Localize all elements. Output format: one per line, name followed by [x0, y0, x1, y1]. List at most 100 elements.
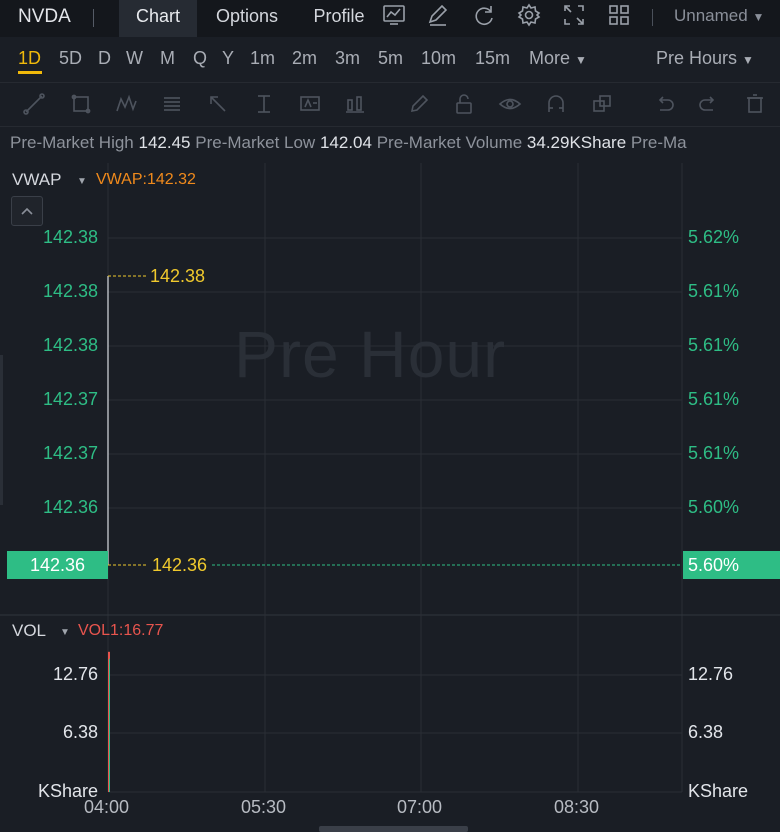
chart-type-icon[interactable] — [381, 2, 407, 28]
undo-icon[interactable] — [652, 92, 676, 116]
time-axis-label: 05:30 — [241, 797, 287, 817]
tab-options[interactable]: Options — [215, 6, 279, 26]
time-axis-label: 07:00 — [397, 797, 443, 817]
rectangle-icon[interactable] — [69, 92, 93, 116]
volume-axis-label: 6.38 — [62, 722, 98, 742]
price-axis-label: 142.37 — [42, 389, 98, 409]
chevron-down-icon: ▼ — [575, 53, 587, 67]
layout-grid-icon[interactable] — [606, 2, 632, 28]
percent-axis-label: 5.61% — [688, 443, 740, 463]
text-note-icon[interactable] — [298, 92, 322, 116]
period-5m[interactable]: 5m — [378, 48, 404, 68]
lock-icon[interactable] — [452, 92, 476, 116]
trash-icon[interactable] — [743, 92, 767, 116]
layout-name[interactable]: Unnamed ▼ — [674, 6, 765, 25]
time-axis-label: 04:00 — [84, 797, 130, 817]
price-axis-label: 142.37 — [42, 443, 98, 463]
pre-market-volume-value: 34.29KShare — [526, 133, 627, 152]
divider — [652, 9, 653, 26]
percent-axis-label: 5.61% — [688, 335, 740, 355]
collapse-indicator-button[interactable] — [11, 196, 43, 226]
percent-axis-label: 5.61% — [688, 389, 740, 409]
trend-line-icon[interactable] — [22, 92, 46, 116]
percent-axis-label: 5.62% — [688, 227, 740, 247]
drawing-toolbar — [0, 83, 780, 127]
arrow-icon[interactable] — [206, 92, 230, 116]
period-3m[interactable]: 3m — [335, 48, 361, 68]
last-price-marker-label: 142.36 — [152, 555, 208, 575]
magnet-icon[interactable] — [544, 92, 568, 116]
more-periods-dropdown[interactable]: More ▼ — [529, 48, 587, 68]
pencil-icon[interactable] — [407, 92, 431, 116]
refresh-icon[interactable] — [471, 2, 497, 28]
time-scrollbar[interactable] — [319, 826, 468, 832]
pattern-icon[interactable] — [114, 92, 138, 116]
chevron-down-icon[interactable]: ▼ — [77, 176, 87, 187]
price-axis-label: 142.38 — [42, 335, 98, 355]
session-watermark: Pre Hour — [234, 317, 507, 391]
vwap-indicator-value: VWAP:142.32 — [96, 171, 196, 188]
period-y[interactable]: Y — [222, 48, 235, 68]
symbol-title[interactable]: NVDA — [18, 6, 71, 27]
price-axis-label: 142.36 — [42, 497, 98, 517]
chevron-down-icon: ▼ — [752, 10, 765, 24]
fib-icon[interactable] — [160, 92, 184, 116]
copy-icon[interactable] — [590, 92, 614, 116]
text-anchor-icon[interactable] — [252, 92, 276, 116]
volume-axis-label: 6.38 — [688, 722, 724, 742]
pre-market-high-label: Pre-Market High — [10, 133, 134, 152]
percent-axis-label: 5.61% — [688, 281, 740, 301]
chart-grid — [0, 163, 780, 793]
volume-axis-label: 12.76 — [688, 664, 734, 684]
tab-chart[interactable]: Chart — [119, 0, 197, 37]
redo-icon[interactable] — [697, 92, 721, 116]
volume-axis-label: 12.76 — [52, 664, 98, 684]
chevron-up-icon — [21, 207, 33, 215]
period-w[interactable]: W — [126, 48, 143, 68]
chart-marks — [107, 275, 682, 792]
period-15m[interactable]: 15m — [475, 48, 511, 68]
period-q[interactable]: Q — [193, 48, 208, 68]
volume-unit-label: KShare — [37, 781, 98, 801]
period-1m[interactable]: 1m — [250, 48, 276, 68]
time-axis-label: 08:30 — [554, 797, 600, 817]
pre-market-trailing-label: Pre-Ma — [630, 133, 687, 152]
pre-market-low-label: Pre-Market Low — [195, 133, 316, 152]
period-m[interactable]: M — [160, 48, 175, 68]
vol-indicator-name[interactable]: VOL — [12, 621, 47, 640]
eye-icon[interactable] — [498, 92, 522, 116]
current-percent-badge: 5.60% — [683, 551, 780, 579]
period-bar: 1D 5D D W M Q Y 1m 2m 3m 5m 10m 15m More… — [0, 37, 780, 83]
vol-indicator-value: VOL1:16.77 — [78, 622, 164, 639]
divider — [93, 9, 94, 27]
fullscreen-icon[interactable] — [561, 2, 587, 28]
current-price-badge: 142.36 — [7, 551, 108, 579]
left-edge-handle[interactable] — [0, 355, 3, 505]
period-5d[interactable]: 5D — [59, 48, 83, 68]
top-bar: NVDA Chart Options Profile Unnamed ▼ — [0, 0, 780, 37]
active-period-indicator — [18, 71, 42, 74]
price-axis-label: 142.38 — [42, 227, 98, 247]
pre-market-low-value: 142.04 — [319, 133, 372, 152]
session-dropdown[interactable]: Pre Hours ▼ — [656, 48, 754, 68]
period-1d[interactable]: 1D — [18, 48, 42, 68]
volume-unit-label: KShare — [688, 781, 749, 801]
period-10m[interactable]: 10m — [421, 48, 457, 68]
price-axis-label: 142.38 — [42, 281, 98, 301]
period-2m[interactable]: 2m — [292, 48, 318, 68]
high-price-marker-label: 142.38 — [150, 266, 206, 286]
settings-gear-icon[interactable] — [516, 2, 542, 28]
pre-market-info: Pre-Market High 142.45 Pre-Market Low 14… — [10, 133, 780, 153]
pre-market-volume-label: Pre-Market Volume — [376, 133, 523, 152]
period-d[interactable]: D — [98, 48, 111, 68]
bar-pattern-icon[interactable] — [343, 92, 367, 116]
chevron-down-icon: ▼ — [742, 53, 754, 67]
pre-market-high-value: 142.45 — [138, 133, 191, 152]
vwap-indicator-name[interactable]: VWAP — [12, 170, 62, 189]
draw-pen-icon[interactable] — [425, 2, 451, 28]
tab-profile[interactable]: Profile — [313, 6, 365, 26]
volume-bar-buy — [109, 658, 110, 792]
percent-axis-label: 5.60% — [688, 497, 740, 517]
chevron-down-icon[interactable]: ▼ — [60, 627, 70, 638]
